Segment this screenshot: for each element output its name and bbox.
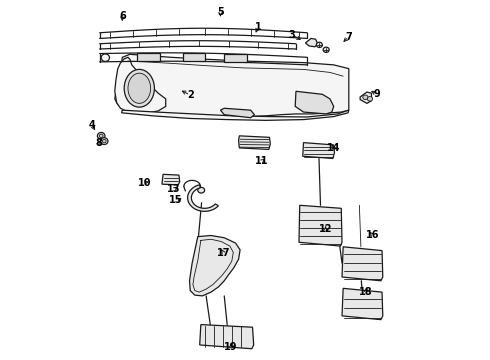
Polygon shape bbox=[342, 288, 383, 320]
Polygon shape bbox=[200, 325, 254, 349]
Ellipse shape bbox=[317, 42, 322, 48]
Ellipse shape bbox=[323, 47, 329, 53]
Ellipse shape bbox=[363, 95, 368, 100]
Text: 18: 18 bbox=[359, 287, 373, 297]
Text: 6: 6 bbox=[119, 11, 126, 21]
Ellipse shape bbox=[102, 139, 106, 143]
Text: 8: 8 bbox=[96, 138, 102, 148]
Text: 1: 1 bbox=[255, 22, 262, 32]
Text: 16: 16 bbox=[366, 230, 380, 240]
Polygon shape bbox=[295, 91, 334, 114]
Text: 12: 12 bbox=[318, 224, 332, 234]
Ellipse shape bbox=[98, 132, 105, 139]
Text: 14: 14 bbox=[327, 143, 341, 153]
Text: 4: 4 bbox=[89, 120, 96, 130]
Polygon shape bbox=[188, 185, 219, 211]
Polygon shape bbox=[360, 92, 371, 103]
Polygon shape bbox=[137, 53, 160, 61]
Ellipse shape bbox=[100, 138, 108, 144]
Text: 19: 19 bbox=[224, 342, 238, 352]
Text: 10: 10 bbox=[138, 177, 151, 188]
Polygon shape bbox=[183, 53, 205, 61]
Polygon shape bbox=[239, 136, 270, 149]
Text: 3: 3 bbox=[289, 30, 295, 40]
Text: 17: 17 bbox=[217, 248, 230, 258]
Text: 9: 9 bbox=[374, 89, 381, 99]
Text: 11: 11 bbox=[255, 156, 269, 166]
Polygon shape bbox=[115, 57, 166, 114]
Polygon shape bbox=[303, 143, 335, 158]
Polygon shape bbox=[220, 108, 254, 118]
Ellipse shape bbox=[124, 69, 154, 107]
Ellipse shape bbox=[128, 73, 150, 103]
Polygon shape bbox=[162, 174, 180, 185]
Polygon shape bbox=[122, 110, 349, 120]
Polygon shape bbox=[305, 39, 318, 47]
Text: 13: 13 bbox=[167, 184, 180, 194]
Ellipse shape bbox=[368, 96, 372, 101]
Text: 2: 2 bbox=[187, 90, 194, 100]
Text: 7: 7 bbox=[345, 32, 352, 41]
Text: 5: 5 bbox=[217, 7, 224, 17]
Ellipse shape bbox=[101, 54, 109, 62]
Polygon shape bbox=[190, 235, 240, 296]
Ellipse shape bbox=[198, 187, 205, 193]
Polygon shape bbox=[342, 247, 383, 281]
Polygon shape bbox=[299, 205, 342, 246]
Polygon shape bbox=[224, 54, 247, 62]
Polygon shape bbox=[115, 54, 349, 117]
Ellipse shape bbox=[99, 134, 103, 138]
Text: 15: 15 bbox=[169, 195, 183, 205]
